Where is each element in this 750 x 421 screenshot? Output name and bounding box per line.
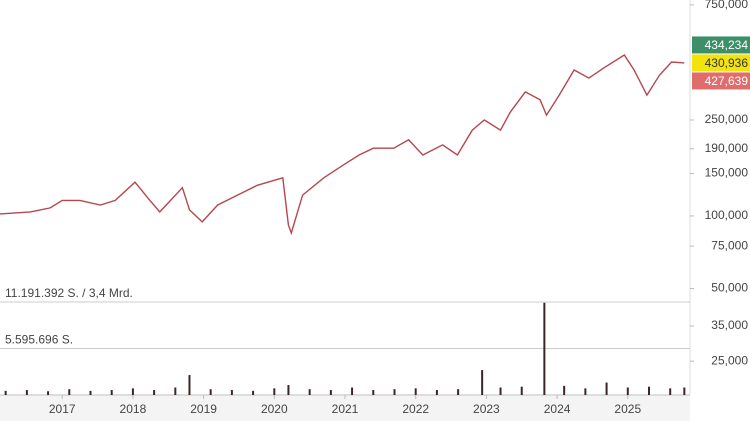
volume-bar [230, 390, 233, 395]
volume-bar [68, 389, 71, 395]
price-marker [692, 36, 750, 54]
volume-bar [543, 302, 546, 395]
volume-bar [273, 388, 276, 395]
volume-bar [252, 390, 255, 395]
volume-bar [188, 375, 191, 395]
x-tick-label: 2025 [614, 402, 641, 416]
volume-bar [435, 390, 438, 395]
volume-bar [683, 387, 686, 395]
volume-bar [47, 391, 50, 395]
volume-bar [563, 385, 566, 395]
volume-bar [393, 389, 396, 395]
y-tick-label: 35,000 [711, 318, 748, 332]
x-tick-label: 2024 [544, 402, 571, 416]
volume-bar [351, 387, 354, 395]
volume-bar [131, 388, 134, 395]
volume-bar [584, 388, 587, 395]
y-tick-label: 250,000 [705, 112, 749, 126]
y-tick-label: 750,000 [705, 0, 749, 11]
volume-bar [457, 389, 460, 395]
y-tick-label: 75,000 [711, 238, 748, 252]
volume-tick-label: 5.595.696 S. [5, 333, 73, 347]
price-marker-label: 434,234 [705, 38, 749, 52]
price-marker [692, 72, 750, 90]
volume-bar [605, 382, 608, 395]
volume-bar [110, 390, 113, 395]
x-tick-label: 2018 [120, 402, 147, 416]
x-tick-label: 2021 [332, 402, 359, 416]
volume-bar [647, 386, 650, 395]
x-tick-label: 2017 [49, 402, 76, 416]
volume-bar [520, 386, 523, 395]
volume-bar [25, 390, 28, 395]
volume-bar [174, 387, 177, 395]
volume-bar [308, 389, 311, 395]
volume-bar [669, 388, 672, 395]
price-marker-label: 430,936 [705, 56, 749, 70]
y-tick-label: 150,000 [705, 166, 749, 180]
volume-bar [626, 387, 629, 395]
price-line [0, 54, 685, 236]
y-tick-label: 25,000 [711, 353, 748, 367]
volume-bar [481, 370, 484, 395]
price-marker-label: 427,639 [705, 74, 749, 88]
volume-bar [4, 390, 7, 395]
volume-tick-label: 11.191.392 S. / 3,4 Mrd. [5, 286, 133, 300]
x-tick-label: 2022 [402, 402, 429, 416]
y-tick-label: 50,000 [711, 281, 748, 295]
y-tick-label: 100,000 [705, 208, 749, 222]
price-marker [692, 54, 750, 72]
volume-bar [329, 390, 332, 395]
volume-bar [209, 389, 212, 395]
x-axis-band [0, 396, 690, 421]
volume-bar [153, 390, 156, 395]
volume-bar [499, 387, 502, 395]
volume-bar [414, 388, 417, 395]
volume-bar [89, 390, 92, 395]
volume-bar [287, 385, 290, 395]
x-tick-label: 2020 [261, 402, 288, 416]
x-tick-label: 2023 [473, 402, 500, 416]
volume-bar [372, 390, 375, 395]
x-tick-label: 2019 [190, 402, 217, 416]
y-tick-label: 190,000 [705, 141, 749, 155]
